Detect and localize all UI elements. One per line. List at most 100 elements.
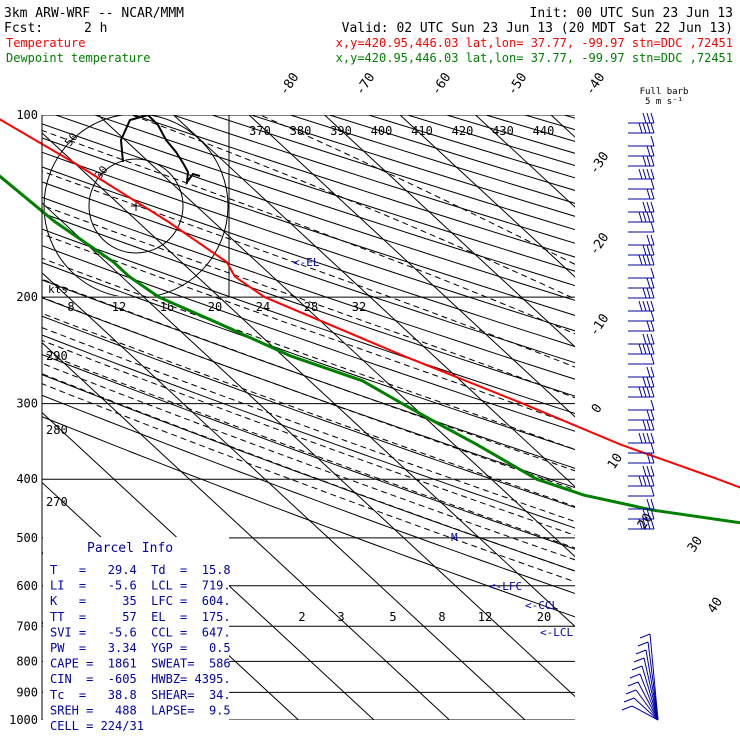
wind-barb	[628, 221, 655, 233]
parcel-info-row: CAPE = 1861 SWEAT= 586	[50, 657, 231, 671]
wind-barb	[639, 633, 659, 721]
mixing-ratio-label: 3	[337, 610, 344, 624]
moist-adiabat	[42, 383, 575, 583]
wind-barb	[628, 432, 655, 444]
parcel-info-row: TT = 57 EL = 175.	[50, 610, 231, 624]
forecast-label: Fcst:	[4, 21, 43, 36]
mixing-ratio-label: 8	[438, 610, 445, 624]
wind-barb	[628, 376, 655, 388]
melting-level-marker: M	[451, 531, 458, 544]
pressure-tick-label: 500	[16, 531, 38, 545]
hodograph-speed-label: 8	[67, 300, 74, 314]
isotherm-line	[42, 342, 450, 720]
isotherm-label: -80	[277, 70, 303, 98]
parcel-info-box: Parcel Info T = 29.4 Td = 15.8 LI = -5.6 …	[43, 537, 231, 733]
isotherm-line	[42, 272, 526, 720]
mixing-ratio-label: 2	[298, 610, 305, 624]
valid-time: Valid: 02 UTC Sun 23 Jun 13 (20 MDT Sat …	[342, 21, 733, 36]
full-barb-label: Full barb	[640, 87, 689, 97]
pressure-tick-label: 400	[16, 472, 38, 486]
pressure-tick-label: 600	[16, 579, 38, 593]
isotherm-line	[173, 115, 575, 488]
dry-adiabat	[42, 212, 575, 397]
isotherm-label: 10	[605, 451, 626, 472]
theta-label: 380	[290, 124, 312, 138]
hodograph-ring-label-outer: 50	[62, 130, 80, 148]
isotherm-label: -10	[587, 311, 613, 339]
wind-barb	[628, 310, 655, 322]
theta-label-left: 270	[46, 495, 68, 509]
wind-barb	[628, 122, 655, 134]
wind-barb	[629, 673, 659, 721]
dry-adiabat	[42, 354, 575, 550]
mixing-ratio-label: 20	[537, 610, 551, 624]
moist-adiabat	[42, 339, 575, 536]
parcel-info-row: Tc = 38.8 SHEAR= 34.	[50, 688, 231, 702]
wind-barb	[628, 168, 655, 180]
init-time: Init: 00 UTC Sun 23 Jun 13	[530, 6, 734, 21]
wind-barb	[621, 705, 659, 721]
dry-adiabat	[42, 181, 575, 364]
hodograph-speed-label: 32	[352, 300, 366, 314]
hodograph: 50 30	[43, 115, 229, 296]
moist-adiabat	[42, 170, 575, 368]
pressure-tick-label: 200	[16, 290, 38, 304]
theta-label: 420	[452, 124, 474, 138]
wind-barb	[628, 475, 655, 487]
wind-barb	[628, 201, 655, 213]
wind-barbs	[621, 112, 659, 721]
moist-adiabat	[42, 204, 575, 399]
dry-adiabat	[212, 115, 575, 231]
theta-label-left: 290	[46, 349, 68, 363]
theta-label: 430	[492, 124, 514, 138]
wind-barb	[628, 320, 655, 332]
theta-label: 410	[411, 124, 433, 138]
lfc-marker: <-LFC	[489, 580, 522, 593]
isotherm-line	[248, 115, 575, 418]
wind-barb	[628, 518, 655, 530]
mixing-ratio-label: 12	[478, 610, 492, 624]
parcel-info-row: LI = -5.6 LCL = 719.	[50, 579, 231, 593]
moist-adiabat	[42, 233, 575, 426]
isotherm-label: 20	[635, 511, 656, 532]
isotherm-line	[550, 115, 575, 138]
wind-barb	[628, 366, 655, 378]
dry-adiabat	[42, 394, 575, 595]
dry-adiabat	[42, 262, 575, 451]
hodograph-ring-outer	[43, 115, 229, 296]
wind-barb	[628, 353, 655, 365]
isotherm-label: 0	[589, 401, 606, 416]
theta-label: 370	[249, 124, 271, 138]
dry-adiabat	[42, 228, 575, 414]
dry-adiabat	[42, 196, 575, 380]
mixing-ratio-labels: 2 3 5 8 12 20	[298, 610, 551, 624]
isotherm-line	[42, 411, 375, 720]
wind-barb	[628, 244, 655, 256]
wind-barb	[628, 485, 655, 497]
parcel-info-row: PW = 3.34 YGP = 0.5	[50, 641, 231, 655]
theta-label: 390	[330, 124, 352, 138]
moist-adiabat	[42, 373, 575, 572]
wind-barb	[628, 419, 655, 431]
wind-barb	[628, 386, 655, 398]
isotherm-line	[42, 202, 575, 698]
hodograph-speed-label: 28	[304, 300, 318, 314]
parcel-info-row: K = 35 LFC = 604.	[50, 594, 231, 608]
hodograph-trace	[119, 115, 201, 186]
isotherm-label: -40	[583, 70, 609, 98]
isotherm-label: 30	[685, 534, 706, 555]
wind-barb	[628, 234, 655, 246]
wind-barb	[628, 254, 655, 266]
isotherm-label: -70	[353, 70, 379, 98]
dry-adiabat	[42, 315, 575, 509]
parcel-info-row: SREH = 488 LAPSE= 9.5	[50, 703, 231, 717]
wind-barb	[628, 333, 655, 345]
pressure-tick-label: 700	[16, 619, 38, 633]
wind-barb	[628, 442, 655, 454]
dry-adiabat	[485, 115, 575, 142]
hodograph-ring-inner	[88, 158, 184, 254]
dewpoint-profile	[0, 174, 740, 525]
model-title: 3km ARW-WRF -- NCAR/MMM	[4, 6, 184, 21]
hodograph-speed-label: 24	[256, 300, 270, 314]
